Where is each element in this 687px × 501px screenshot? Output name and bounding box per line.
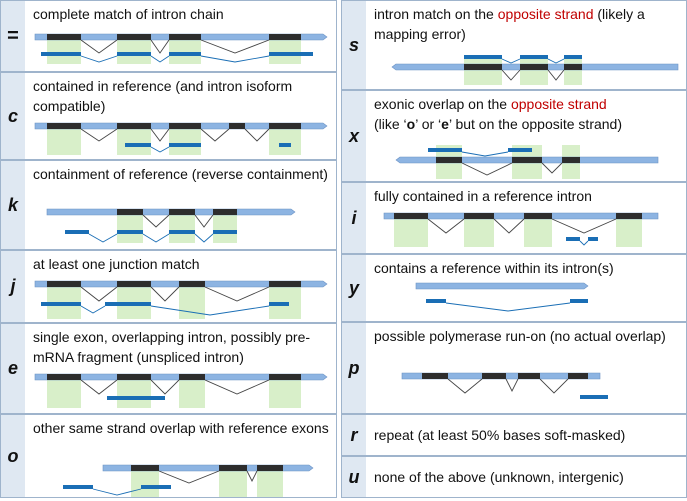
class-code: o bbox=[1, 415, 25, 497]
class-code: p bbox=[342, 323, 366, 413]
diagram-s bbox=[391, 55, 679, 85]
row-code-eq: = complete match of intron chain bbox=[0, 0, 337, 72]
class-description: repeat (at least 50% bases soft-masked) bbox=[374, 427, 626, 443]
class-code: u bbox=[342, 457, 366, 497]
desc-text: intron match on the bbox=[374, 6, 498, 22]
class-description: intron match on the opposite strand (lik… bbox=[374, 4, 682, 44]
diagram-x bbox=[395, 145, 659, 179]
class-code: j bbox=[1, 251, 25, 322]
class-description: single exon, overlapping intron, possibl… bbox=[33, 329, 311, 365]
diagram-y bbox=[415, 282, 589, 312]
desc-bold-code: e bbox=[441, 116, 449, 132]
class-description: none of the above (unknown, intergenic) bbox=[374, 469, 624, 485]
class-code: c bbox=[1, 73, 25, 159]
desc-highlight: opposite strand bbox=[497, 6, 594, 22]
diagram-j bbox=[34, 280, 328, 319]
row-code-j: j at least one junction match bbox=[0, 250, 337, 323]
desc-highlight: opposite strand bbox=[510, 96, 607, 112]
class-code: i bbox=[342, 183, 366, 253]
row-code-c: c contained in reference (and intron iso… bbox=[0, 72, 337, 160]
desc-text: ’ or ‘ bbox=[415, 116, 442, 132]
desc-text: (likely a mapping error) bbox=[374, 6, 645, 42]
diagram-k bbox=[46, 208, 296, 243]
desc-text: (like ‘ bbox=[374, 116, 407, 132]
diagram-o bbox=[63, 464, 314, 497]
diagram-c bbox=[34, 122, 328, 155]
diagram-i bbox=[383, 212, 659, 247]
row-code-x: x exonic overlap on the opposite strand … bbox=[341, 90, 687, 182]
class-description: other same strand overlap with reference… bbox=[33, 420, 329, 436]
class-description: contained in reference (and intron isofo… bbox=[33, 78, 293, 114]
row-code-u: u none of the above (unknown, intergenic… bbox=[341, 456, 687, 498]
class-description: exonic overlap on the opposite strand (l… bbox=[374, 94, 682, 134]
row-code-o: o other same strand overlap with referen… bbox=[0, 414, 337, 498]
class-code: e bbox=[1, 324, 25, 413]
class-code: = bbox=[1, 1, 25, 71]
row-code-e: e single exon, overlapping intron, possi… bbox=[0, 323, 337, 414]
desc-text: exonic overlap on the bbox=[374, 96, 511, 112]
diagram-eq bbox=[34, 33, 328, 64]
row-code-k: k containment of reference (reverse cont… bbox=[0, 160, 337, 250]
class-code: r bbox=[342, 415, 366, 455]
row-code-i: i fully contained in a reference intron bbox=[341, 182, 687, 254]
diagram-e bbox=[34, 373, 328, 408]
row-code-s: s intron match on the opposite strand (l… bbox=[341, 0, 687, 90]
class-description: contains a reference within its intron(s… bbox=[374, 260, 614, 276]
row-code-p: p possible polymerase run-on (no actual … bbox=[341, 322, 687, 414]
class-code: x bbox=[342, 91, 366, 181]
class-code: k bbox=[1, 161, 25, 249]
class-code: s bbox=[342, 1, 366, 89]
diagram-p bbox=[401, 372, 608, 399]
row-code-r: r repeat (at least 50% bases soft-masked… bbox=[341, 414, 687, 456]
class-description: possible polymerase run-on (no actual ov… bbox=[374, 328, 666, 344]
class-description: fully contained in a reference intron bbox=[374, 188, 592, 204]
desc-bold-code: o bbox=[406, 116, 416, 132]
desc-text: ’ but on the opposite strand) bbox=[448, 116, 623, 132]
class-description: containment of reference (reverse contai… bbox=[33, 166, 328, 182]
row-code-y: y contains a reference within its intron… bbox=[341, 254, 687, 322]
class-code: y bbox=[342, 255, 366, 321]
class-description: complete match of intron chain bbox=[33, 6, 224, 22]
class-description: at least one junction match bbox=[33, 256, 200, 272]
